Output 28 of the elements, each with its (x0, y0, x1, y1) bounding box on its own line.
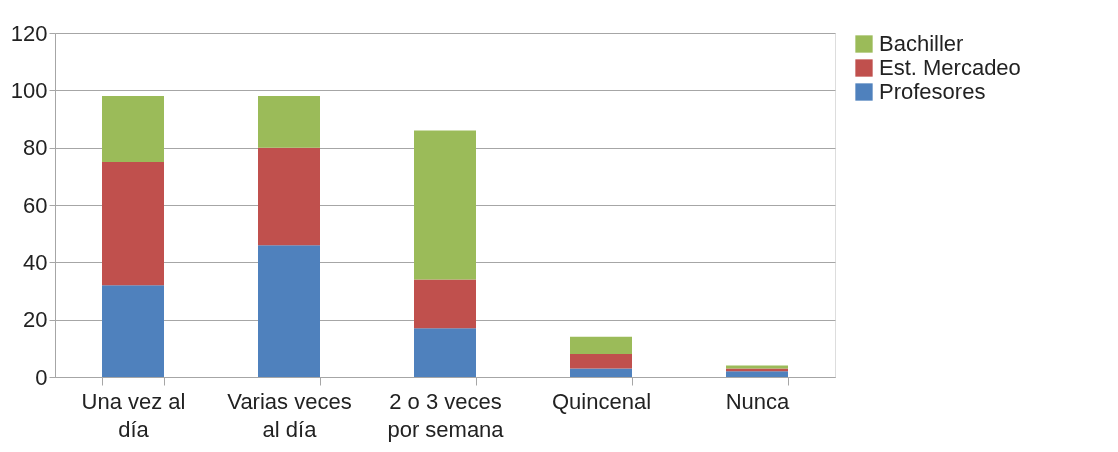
bar (258, 147, 320, 246)
bar (102, 96, 164, 162)
legend-label: Bachiller (879, 31, 964, 56)
y-tick-label: 40 (23, 249, 48, 275)
bar (258, 245, 320, 377)
x-tick-label: Quincenal (551, 388, 652, 414)
bar (414, 328, 476, 377)
y-tick-label: 20 (23, 307, 48, 333)
bar (570, 336, 632, 355)
bar (570, 368, 632, 377)
bar (414, 279, 476, 329)
x-tick-label: Una vez al día (81, 388, 186, 442)
x-tick-label: 2 o 3 veces por semana (387, 388, 505, 442)
bar (102, 285, 164, 377)
bar (102, 162, 164, 286)
bar (414, 130, 476, 280)
legend-label: Profesores (879, 79, 986, 104)
y-tick-label: 0 (35, 364, 48, 390)
bar (570, 354, 632, 369)
x-tick-label: Nunca (725, 388, 791, 414)
y-tick-label: 80 (23, 135, 48, 161)
bar (258, 96, 320, 148)
legend-label: Est. Mercadeo (879, 55, 1021, 80)
y-tick-label: 120 (10, 20, 48, 46)
x-tick-label: Varias veces al día (227, 388, 352, 442)
y-tick-label: 60 (23, 192, 48, 218)
y-tick-label: 100 (10, 77, 48, 103)
bar (726, 371, 788, 377)
